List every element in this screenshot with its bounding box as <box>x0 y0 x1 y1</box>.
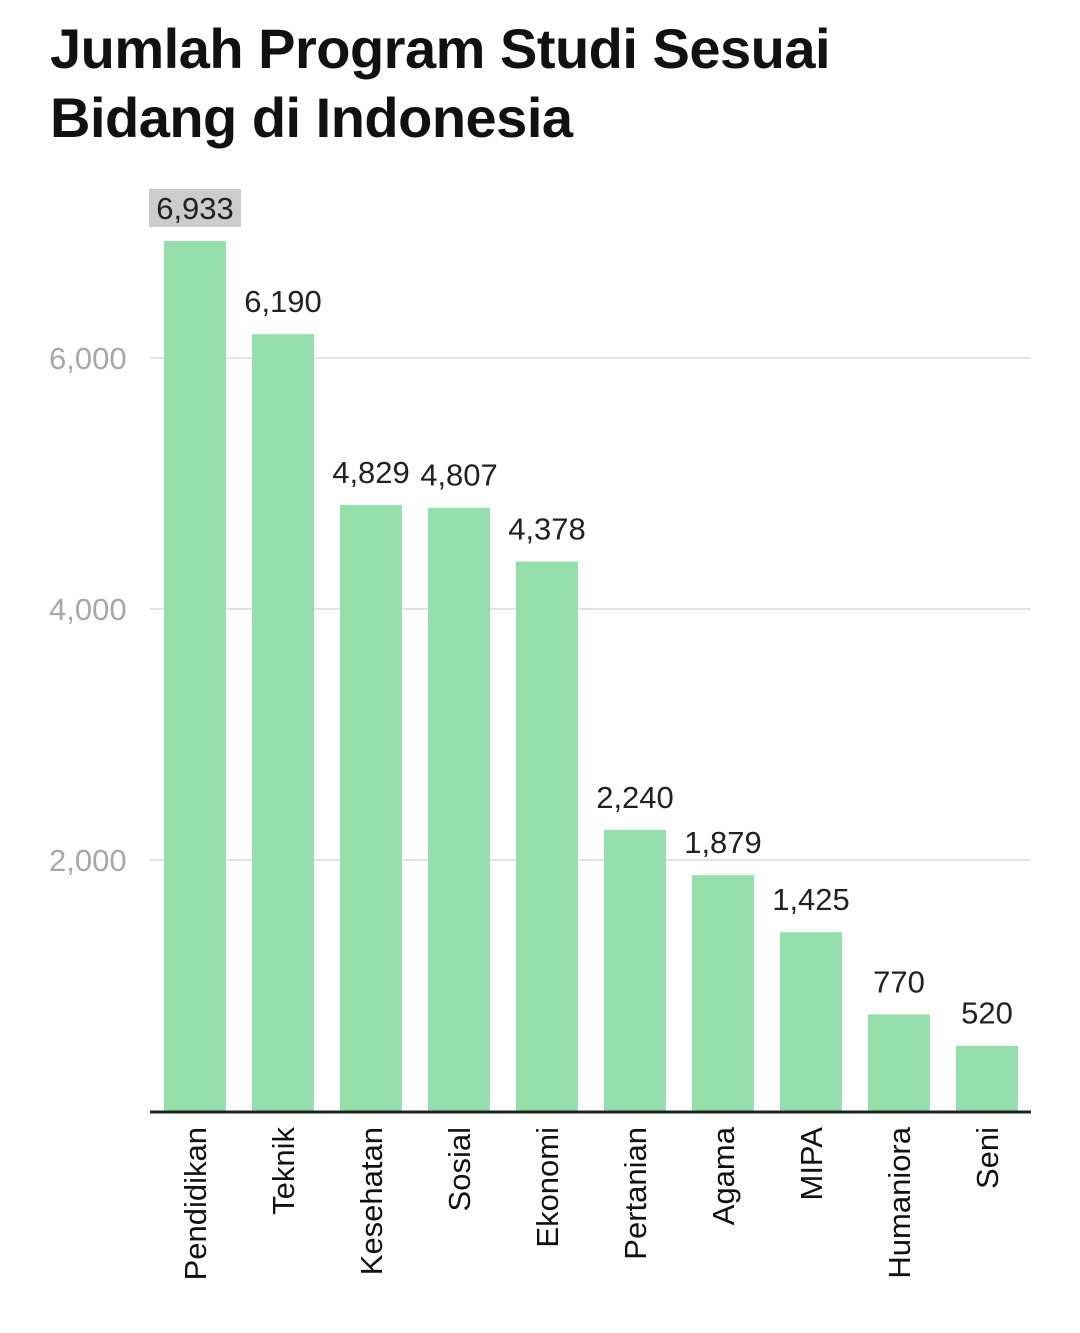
bar <box>428 507 490 1111</box>
bar <box>252 334 314 1111</box>
value-label: 4,807 <box>420 458 498 493</box>
category-labels: Pendidikan Teknik Kesehatan Sosial Ekonomi Pe… <box>178 1126 1005 1280</box>
bars <box>164 240 1018 1111</box>
bar <box>868 1014 930 1111</box>
value-label: 520 <box>961 996 1013 1031</box>
value-labels: 6,933 6,190 4,829 4,807 4,378 2,240 1,879 1,425… <box>149 188 1013 1031</box>
value-label: 6,933 <box>156 191 234 226</box>
value-label: 4,378 <box>508 512 586 547</box>
value-label: 1,879 <box>684 825 762 860</box>
category-label: Humaniora <box>882 1126 917 1278</box>
chart-title: Jumlah Program Studi Sesuai Bidang di In… <box>50 17 831 149</box>
category-label: Teknik <box>266 1127 301 1215</box>
y-axis-ticks: 2,000 4,000 6,000 <box>49 341 127 878</box>
category-label: Agama <box>706 1126 741 1225</box>
category-label: Seni <box>970 1127 1005 1189</box>
bar <box>780 932 842 1111</box>
bar <box>164 240 226 1111</box>
y-tick-label: 6,000 <box>49 341 127 376</box>
bar <box>604 829 666 1111</box>
category-label: Sosial <box>442 1127 477 1211</box>
bar <box>516 561 578 1111</box>
bar <box>692 875 754 1111</box>
value-label: 2,240 <box>596 780 674 815</box>
category-label: Kesehatan <box>354 1127 389 1275</box>
value-label: 770 <box>873 964 925 999</box>
value-label: 4,829 <box>332 455 410 490</box>
category-label: Pendidikan <box>178 1127 213 1280</box>
bar <box>340 504 402 1111</box>
y-tick-label: 4,000 <box>49 592 127 627</box>
category-label: Pertanian <box>618 1127 653 1260</box>
category-label: Ekonomi <box>530 1127 565 1248</box>
value-label: 6,190 <box>244 284 322 319</box>
value-label-highlight <box>149 188 241 227</box>
value-label: 1,425 <box>772 882 850 917</box>
category-label: MIPA <box>794 1127 829 1201</box>
y-tick-label: 2,000 <box>49 843 127 878</box>
bar <box>956 1045 1018 1111</box>
